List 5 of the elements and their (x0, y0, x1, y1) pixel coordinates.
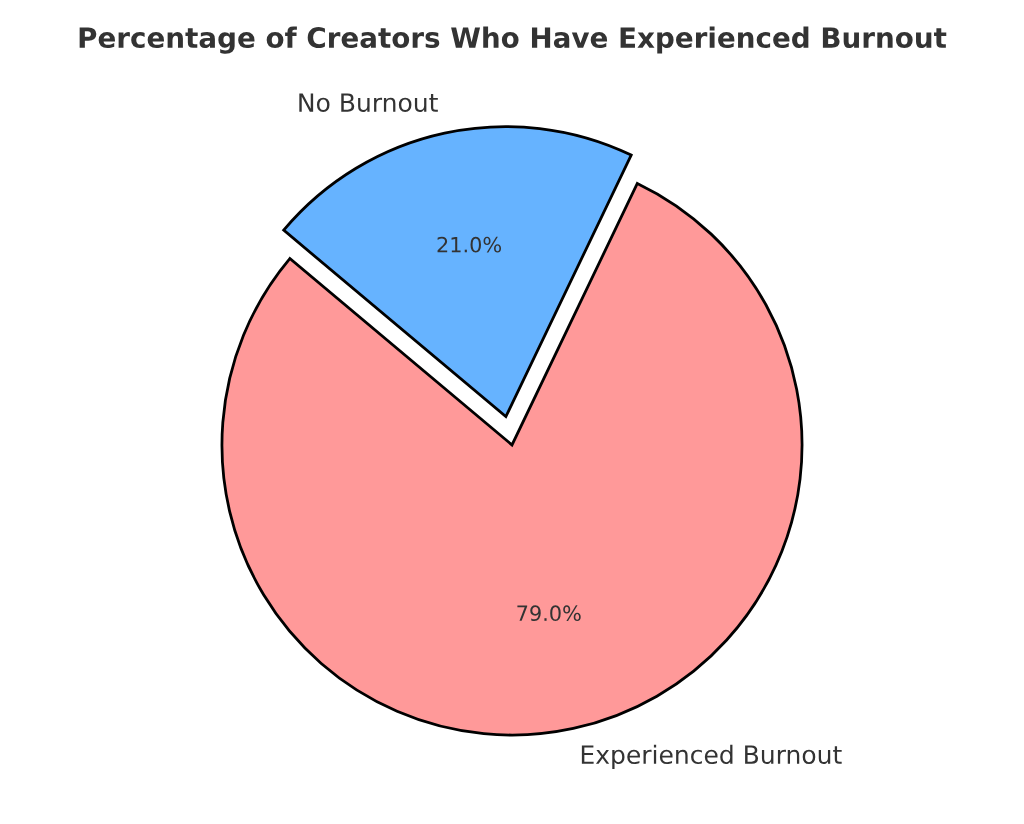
slice-label: Experienced Burnout (581, 744, 842, 769)
data-label: 79.0% (517, 605, 581, 622)
chart-title: Percentage of Creators Who Have Experienced Burnout (79, 26, 947, 54)
data-label: 21.0% (437, 236, 502, 253)
slice-label: No Burnout (299, 93, 438, 113)
